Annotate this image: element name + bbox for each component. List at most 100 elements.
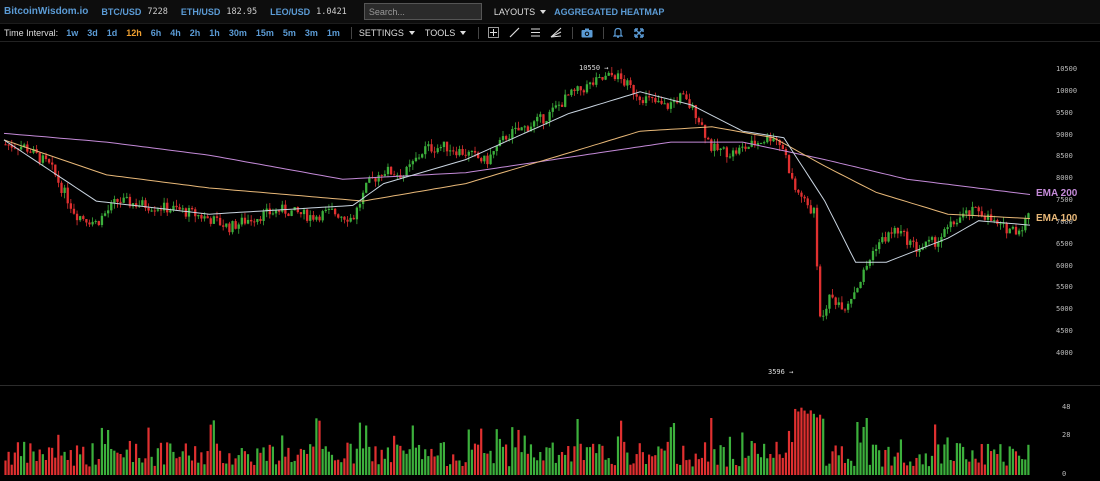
candle-body bbox=[638, 96, 641, 101]
candle-body bbox=[72, 208, 76, 214]
candle-body bbox=[327, 208, 331, 210]
candle-body bbox=[927, 239, 931, 242]
volume-bar bbox=[327, 451, 330, 475]
horizontal-lines-icon[interactable] bbox=[528, 26, 542, 40]
candle-body bbox=[1008, 228, 1011, 234]
ticker-price: 182.95 bbox=[226, 6, 258, 17]
fib-icon[interactable] bbox=[549, 26, 563, 40]
volume-bar bbox=[296, 454, 299, 475]
volume-bar bbox=[262, 447, 265, 475]
interval-30m[interactable]: 30m bbox=[228, 27, 247, 38]
volume-bar bbox=[166, 442, 169, 475]
volume-bar bbox=[887, 446, 890, 475]
layouts-menu[interactable]: LAYOUTS bbox=[494, 7, 547, 17]
volume-bar bbox=[88, 466, 91, 475]
interval-1m[interactable]: 1m bbox=[326, 27, 340, 38]
volume-bar bbox=[846, 458, 850, 475]
fullscreen-icon[interactable] bbox=[632, 26, 646, 40]
candle-body bbox=[924, 241, 927, 247]
settings-menu[interactable]: SETTINGS bbox=[359, 28, 415, 38]
ticker-leo[interactable]: LEO/USD 1.0421 bbox=[270, 7, 347, 17]
candle-body bbox=[54, 164, 57, 176]
volume-bar bbox=[993, 449, 996, 475]
candle-body bbox=[756, 143, 760, 146]
interval-1h[interactable]: 1h bbox=[209, 27, 220, 38]
candle-body bbox=[349, 217, 352, 222]
volume-bar bbox=[480, 428, 483, 475]
price-tick-label: 6500 bbox=[1056, 239, 1073, 248]
volume-bar bbox=[644, 464, 648, 475]
candle-body bbox=[940, 236, 943, 242]
volume-bar bbox=[377, 464, 380, 475]
bell-icon[interactable] bbox=[611, 26, 625, 40]
interval-6h[interactable]: 6h bbox=[150, 27, 162, 38]
candle-body bbox=[23, 144, 26, 147]
line-icon[interactable] bbox=[507, 26, 521, 40]
candle-body bbox=[983, 215, 987, 220]
candle-body bbox=[175, 205, 178, 208]
volume-bar bbox=[411, 425, 414, 475]
volume-bar bbox=[529, 444, 533, 475]
volume-bar bbox=[784, 452, 787, 475]
interval-12h[interactable]: 12h bbox=[126, 27, 142, 38]
candle-body bbox=[352, 217, 355, 220]
candle-body bbox=[663, 103, 666, 105]
ticker-eth[interactable]: ETH/USD 182.95 bbox=[181, 7, 257, 17]
candle-body bbox=[818, 266, 822, 317]
candle-body bbox=[312, 215, 315, 220]
candle-body bbox=[430, 144, 433, 152]
candle-body bbox=[405, 166, 408, 176]
candle-body bbox=[741, 146, 744, 148]
volume-bar bbox=[150, 456, 153, 475]
volume-bar bbox=[884, 449, 887, 475]
interval-1d[interactable]: 1d bbox=[106, 27, 118, 38]
crosshair-icon[interactable] bbox=[486, 26, 500, 40]
interval-4h[interactable]: 4h bbox=[170, 27, 181, 38]
candle-body bbox=[206, 216, 209, 219]
candle-body bbox=[539, 114, 542, 117]
volume-bar bbox=[38, 449, 41, 475]
tools-menu[interactable]: TOOLS bbox=[425, 28, 467, 38]
volume-bar bbox=[962, 446, 965, 475]
volume-bar bbox=[134, 443, 138, 475]
volume-bar bbox=[946, 437, 949, 475]
volume-bar bbox=[806, 413, 809, 475]
ticker-btc[interactable]: BTC/USD 7228 bbox=[101, 7, 167, 17]
volume-bar bbox=[620, 420, 623, 475]
volume-bar bbox=[100, 427, 103, 475]
interval-3m[interactable]: 3m bbox=[304, 27, 318, 38]
brand-logo[interactable]: BitcoinWisdom.io bbox=[4, 6, 89, 17]
candle-body bbox=[38, 152, 41, 163]
candle-body bbox=[489, 154, 492, 165]
volume-tick-label: 0 bbox=[1062, 470, 1067, 478]
candle-body bbox=[19, 146, 23, 150]
volume-bar bbox=[464, 462, 467, 475]
volume-bar bbox=[246, 454, 250, 475]
candle-body bbox=[778, 140, 781, 146]
volume-bar bbox=[567, 446, 570, 475]
interval-2h[interactable]: 2h bbox=[189, 27, 201, 38]
interval-5m[interactable]: 5m bbox=[282, 27, 296, 38]
candle-body bbox=[1024, 217, 1027, 231]
volume-bar bbox=[315, 418, 318, 475]
candle-body bbox=[318, 216, 321, 221]
volume-bar bbox=[840, 446, 843, 475]
volume-bar bbox=[940, 463, 943, 475]
volume-bar bbox=[862, 426, 865, 475]
candle-body bbox=[595, 77, 598, 85]
volume-bar bbox=[371, 461, 374, 475]
search-input[interactable] bbox=[363, 3, 482, 20]
aggregated-heatmap-link[interactable]: AGGREGATED HEATMAP bbox=[554, 6, 665, 17]
candle-body bbox=[878, 242, 881, 250]
interval-1w[interactable]: 1w bbox=[66, 27, 79, 38]
volume-bar bbox=[582, 460, 585, 475]
price-chart[interactable] bbox=[0, 42, 1100, 481]
candle-body bbox=[626, 80, 629, 86]
interval-15m[interactable]: 15m bbox=[255, 27, 274, 38]
candle-body bbox=[393, 174, 396, 176]
camera-icon[interactable] bbox=[580, 26, 594, 40]
candle-body bbox=[620, 73, 623, 80]
interval-3d[interactable]: 3d bbox=[87, 27, 98, 38]
volume-bar bbox=[346, 442, 349, 475]
candle-body bbox=[47, 159, 51, 163]
